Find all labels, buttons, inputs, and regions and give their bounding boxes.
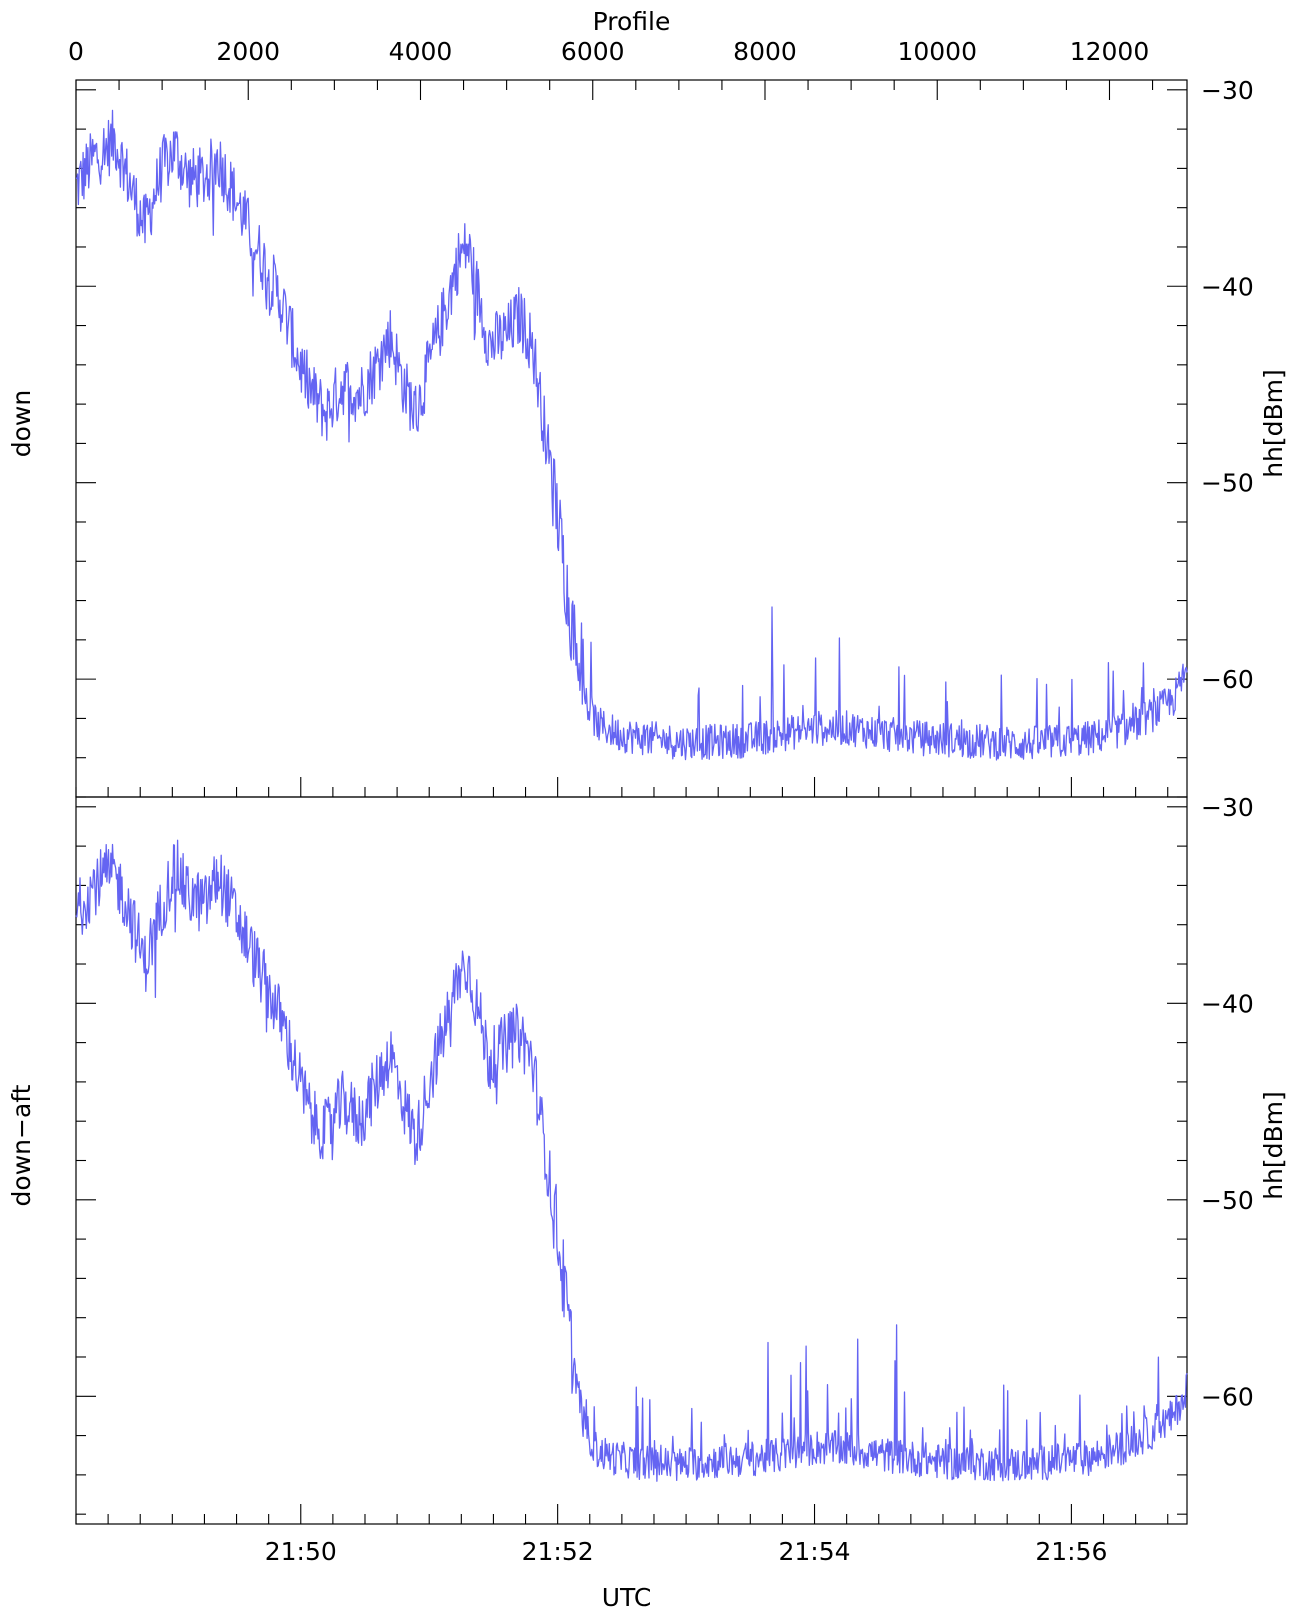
profile-tick-label: 10000 xyxy=(897,37,977,66)
plot-frame xyxy=(75,796,1188,1525)
plot-frame xyxy=(75,79,1188,798)
profile-tick-label: 12000 xyxy=(1070,37,1150,66)
y-tick-label: −30 xyxy=(1201,76,1254,105)
x-axis-title: UTC xyxy=(602,1583,652,1612)
y-tick-label: −60 xyxy=(1201,1382,1254,1411)
bottom-panel-y-axis-title: hh[dBm] xyxy=(1259,1091,1288,1200)
top-panel-left-label: down xyxy=(7,390,36,457)
profile-tick-label: 0 xyxy=(68,37,84,66)
profile-tick-label: 8000 xyxy=(733,37,797,66)
utc-tick-label: 21:50 xyxy=(265,1537,337,1566)
y-tick-label: −50 xyxy=(1201,1186,1254,1215)
y-tick-label: −60 xyxy=(1201,665,1254,694)
y-tick-label: −30 xyxy=(1201,793,1254,822)
top-panel-y-axis-title: hh[dBm] xyxy=(1259,369,1288,478)
profile-tick-label: 6000 xyxy=(561,37,625,66)
profile-tick-label: 4000 xyxy=(389,37,453,66)
panel-bottom-down-aft: −30 −40 −50 −60 21:50 21:52 21:54 21:56 xyxy=(75,793,1254,1566)
y-tick-label: −40 xyxy=(1201,272,1254,301)
series-line-hh xyxy=(75,839,1188,1482)
bottom-panel-left-label: down−aft xyxy=(7,1084,36,1206)
utc-tick-label: 21:52 xyxy=(522,1537,594,1566)
panel-top-down: −30 −40 −50 −60 0 2000 4000 6000 8000 10000 12000 xyxy=(68,37,1254,798)
series-line-hh xyxy=(75,109,1188,761)
profile-tick-label: 2000 xyxy=(216,37,280,66)
utc-tick-label: 21:56 xyxy=(1035,1537,1107,1566)
y-tick-label: −40 xyxy=(1201,989,1254,1018)
y-tick-label: −50 xyxy=(1201,469,1254,498)
top-axis-title: Profile xyxy=(593,7,671,36)
utc-tick-label: 21:54 xyxy=(779,1537,851,1566)
